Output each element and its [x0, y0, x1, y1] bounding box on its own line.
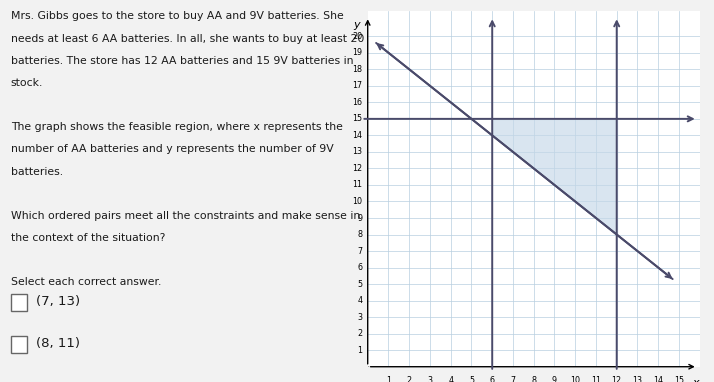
Text: 17: 17	[353, 81, 363, 90]
Text: 3: 3	[358, 312, 363, 322]
Text: 4: 4	[358, 296, 363, 305]
Text: Which ordered pairs meet all the constraints and make sense in: Which ordered pairs meet all the constra…	[11, 211, 360, 221]
Text: 11: 11	[353, 180, 363, 189]
Text: needs at least 6 AA batteries. In all, she wants to buy at least 20: needs at least 6 AA batteries. In all, s…	[11, 34, 364, 44]
Text: stock.: stock.	[11, 78, 43, 88]
Text: 14: 14	[653, 376, 663, 382]
Text: 13: 13	[633, 376, 643, 382]
Text: 9: 9	[358, 214, 363, 222]
Text: batteries. The store has 12 AA batteries and 15 9V batteries in: batteries. The store has 12 AA batteries…	[11, 56, 353, 66]
Text: 1: 1	[358, 346, 363, 355]
Text: x: x	[693, 378, 699, 382]
Polygon shape	[492, 119, 617, 235]
Text: 7: 7	[358, 246, 363, 256]
Text: 20: 20	[353, 32, 363, 41]
Text: 6: 6	[490, 376, 495, 382]
Text: 16: 16	[353, 98, 363, 107]
Text: 10: 10	[570, 376, 580, 382]
Text: 15: 15	[353, 114, 363, 123]
Text: 7: 7	[511, 376, 516, 382]
Text: 4: 4	[448, 376, 453, 382]
Text: 15: 15	[674, 376, 684, 382]
Text: 2: 2	[358, 329, 363, 338]
Bar	[11, 336, 27, 353]
Text: 19: 19	[353, 48, 363, 57]
Text: 9: 9	[552, 376, 557, 382]
Text: 3: 3	[428, 376, 433, 382]
Text: 11: 11	[591, 376, 601, 382]
Text: 6: 6	[358, 263, 363, 272]
Text: Select each correct answer.: Select each correct answer.	[11, 277, 161, 287]
Text: 8: 8	[531, 376, 536, 382]
Text: 18: 18	[353, 65, 363, 74]
Text: 1: 1	[386, 376, 391, 382]
Text: (8, 11): (8, 11)	[36, 337, 80, 350]
Text: Mrs. Gibbs goes to the store to buy AA and 9V batteries. She: Mrs. Gibbs goes to the store to buy AA a…	[11, 11, 343, 21]
Text: 2: 2	[407, 376, 412, 382]
Text: y: y	[353, 20, 359, 30]
Text: 12: 12	[353, 164, 363, 173]
Text: 5: 5	[469, 376, 474, 382]
Text: The graph shows the feasible region, where x represents the: The graph shows the feasible region, whe…	[11, 122, 343, 132]
Text: batteries.: batteries.	[11, 167, 63, 176]
Text: (7, 13): (7, 13)	[36, 295, 80, 308]
Text: 10: 10	[353, 197, 363, 206]
Text: the context of the situation?: the context of the situation?	[11, 233, 165, 243]
Text: 13: 13	[353, 147, 363, 156]
Bar	[11, 294, 27, 311]
Text: 5: 5	[358, 280, 363, 289]
Text: number of AA batteries and y represents the number of 9V: number of AA batteries and y represents …	[11, 144, 333, 154]
Text: 14: 14	[353, 131, 363, 140]
Text: 12: 12	[612, 376, 622, 382]
Text: 8: 8	[358, 230, 363, 239]
